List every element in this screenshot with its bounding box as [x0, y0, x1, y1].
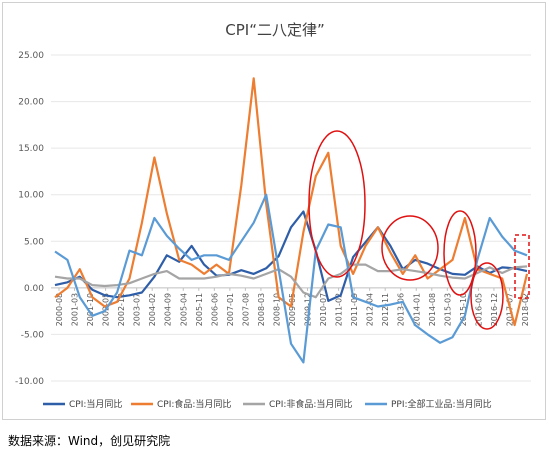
x-tick-label: 2007-01 — [226, 293, 235, 326]
x-tick-label: 2014-01 — [412, 293, 421, 326]
x-tick-label: 2015-10 — [459, 293, 468, 326]
legend-label: CPI:当月同比 — [69, 398, 122, 410]
line-chart: CPI“二八定律” 25.00 20.00 15.00 10.00 5.00 0.00 -5… — [15, 21, 531, 410]
x-tick-label: 2015-03 — [443, 293, 452, 326]
legend-label: CPI:非食品:当月同比 — [269, 398, 352, 410]
highlight-ellipse-2015 — [443, 210, 477, 296]
series-lines — [54, 77, 529, 364]
y-tick-label: 25.00 — [18, 51, 44, 61]
series-line-4 — [54, 193, 528, 364]
x-tick-label: 2016-05 — [474, 293, 483, 326]
x-tick-label: 2004-02 — [148, 293, 157, 326]
y-tick-label: 5.00 — [24, 237, 44, 247]
x-tick-label: 2002-12 — [117, 293, 126, 326]
x-tick-label: 2005-04 — [179, 293, 188, 326]
y-tick-label: 10.00 — [18, 191, 44, 201]
x-tick-label: 2005-11 — [195, 293, 204, 326]
x-tick-label: 2018-02 — [521, 293, 530, 326]
y-tick-label: -10.00 — [15, 377, 44, 387]
legend: CPI:当月同比 CPI:食品:当月同比 CPI:非食品:当月同比 PPI:全部工业品… — [43, 398, 492, 410]
x-tick-label: 2013-06 — [397, 293, 406, 326]
x-tick-label: 2004-09 — [164, 293, 173, 326]
y-tick-label: 20.00 — [18, 98, 44, 108]
x-tick-label: 2010-07 — [319, 293, 328, 326]
y-axis: 25.00 20.00 15.00 10.00 5.00 0.00 -5.00 -10.00 — [15, 51, 44, 387]
chart-frame: CPI“二八定律” 25.00 20.00 15.00 10.00 5.00 0.00 -5… — [2, 2, 546, 420]
legend-label: PPI:全部工业品:当月同比 — [391, 398, 492, 410]
series-line-1 — [54, 210, 528, 302]
x-tick-label: 2003-07 — [133, 293, 142, 326]
x-tick-label: 2016-12 — [490, 293, 499, 326]
chart-title: CPI“二八定律” — [225, 21, 325, 39]
highlight-ellipse-2016 — [470, 262, 504, 330]
x-tick-label: 2001-10 — [86, 293, 95, 326]
highlight-ellipse-2011 — [308, 130, 366, 278]
series-line-3 — [54, 263, 528, 299]
x-tick-label: 2012-11 — [381, 293, 390, 326]
series-line-2 — [54, 77, 529, 327]
highlight-ellipse-2014 — [381, 215, 439, 281]
x-tick-label: 2009-05 — [288, 293, 297, 326]
x-tick-label: 2000-08 — [55, 293, 64, 326]
x-tick-label: 2008-03 — [257, 293, 266, 326]
x-tick-label: 2014-08 — [428, 293, 437, 326]
y-tick-label: 0.00 — [24, 284, 44, 294]
x-tick-label: 2001-03 — [71, 293, 80, 326]
highlight-dashed-box-2018 — [514, 234, 530, 299]
x-tick-label: 2009-12 — [304, 293, 313, 326]
legend-label: CPI:食品:当月同比 — [157, 398, 231, 410]
x-tick-label: 2011-02 — [335, 293, 344, 326]
x-tick-label: 2006-06 — [210, 293, 219, 326]
x-tick-label: 2012-04 — [366, 293, 375, 326]
y-tick-label: 15.00 — [18, 144, 44, 154]
x-tick-label: 2007-08 — [241, 293, 250, 326]
data-source-note: 数据来源：Wind，创见研究院 — [8, 434, 171, 448]
annotations — [308, 130, 530, 330]
gridlines — [51, 54, 531, 382]
y-tick-label: -5.00 — [21, 330, 45, 340]
x-tick-label: 2008-10 — [272, 293, 281, 326]
x-tick-label: 2011-09 — [350, 293, 359, 326]
